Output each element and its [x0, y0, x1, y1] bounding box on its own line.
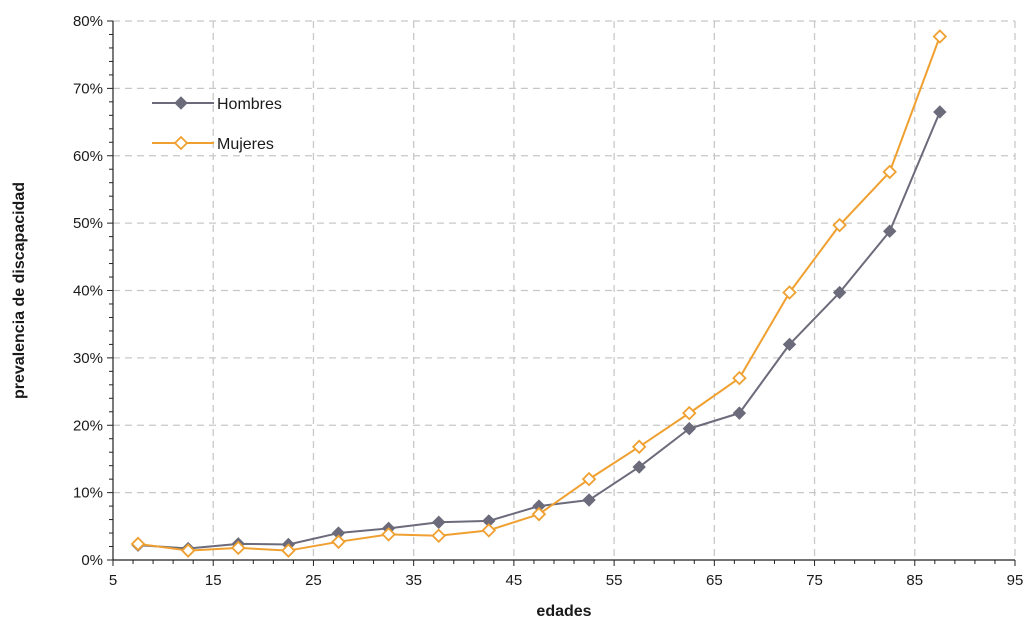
x-tick-label: 75 [806, 572, 823, 589]
axes: 0% 10% 20% 30% 40% 50% 60% 70% 80% 5 15 25 35 45 55 65 7… [73, 13, 1023, 589]
data-point [682, 405, 697, 421]
data-point [832, 285, 847, 300]
data-point [782, 337, 797, 352]
series-layer [130, 29, 948, 558]
legend-item-mujeres: Mujeres [152, 135, 274, 153]
legend-marker-mujeres [173, 135, 189, 151]
y-tick-label: 40% [73, 283, 103, 300]
y-axis-title: prevalencia de discapacidad [11, 182, 28, 399]
y-tick-label: 60% [73, 148, 103, 165]
data-point [281, 543, 296, 558]
data-point [732, 370, 747, 386]
data-point [882, 164, 897, 180]
data-point [732, 406, 747, 420]
legend-marker-hombres [174, 96, 188, 110]
data-point [531, 506, 547, 522]
y-tick-label: 80% [73, 13, 103, 30]
grid-lines [113, 20, 1016, 560]
x-tick-label: 65 [706, 572, 723, 589]
x-tick-label: 35 [405, 572, 422, 589]
y-tick-label: 30% [73, 350, 103, 367]
data-point [682, 421, 696, 436]
data-point [933, 105, 947, 119]
x-tick-label: 45 [506, 572, 523, 589]
series-mujeres [130, 29, 948, 558]
data-point [180, 543, 196, 558]
legend-label-mujeres: Mujeres [217, 136, 274, 153]
y-tick-label: 70% [73, 80, 103, 97]
legend-label-hombres: Hombres [217, 96, 282, 113]
data-point [632, 460, 646, 474]
data-point [331, 534, 346, 550]
x-tick-label: 15 [205, 572, 222, 589]
y-tick-label: 50% [73, 215, 103, 232]
data-point [432, 515, 446, 529]
y-tick-label: 20% [73, 417, 103, 434]
data-point [431, 528, 446, 544]
data-point [381, 527, 396, 542]
data-point [782, 285, 797, 300]
data-point [481, 523, 497, 538]
data-point [832, 217, 847, 233]
x-axis-title: edades [536, 603, 591, 620]
x-tick-label: 55 [606, 572, 623, 589]
data-point [231, 540, 246, 556]
data-point [130, 536, 146, 552]
y-tick-label: 10% [73, 485, 103, 502]
y-tick-label: 0% [81, 552, 103, 569]
data-point [631, 439, 647, 455]
x-tick-label: 5 [109, 572, 117, 589]
x-tick-label: 85 [906, 572, 923, 589]
data-point [883, 224, 897, 238]
x-tick-label: 95 [1007, 572, 1024, 589]
data-point [932, 29, 948, 44]
data-point [582, 493, 596, 507]
legend: Hombres Mujeres [152, 96, 282, 153]
data-point [581, 471, 597, 487]
legend-item-hombres: Hombres [152, 96, 282, 113]
x-tick-label: 25 [305, 572, 322, 589]
